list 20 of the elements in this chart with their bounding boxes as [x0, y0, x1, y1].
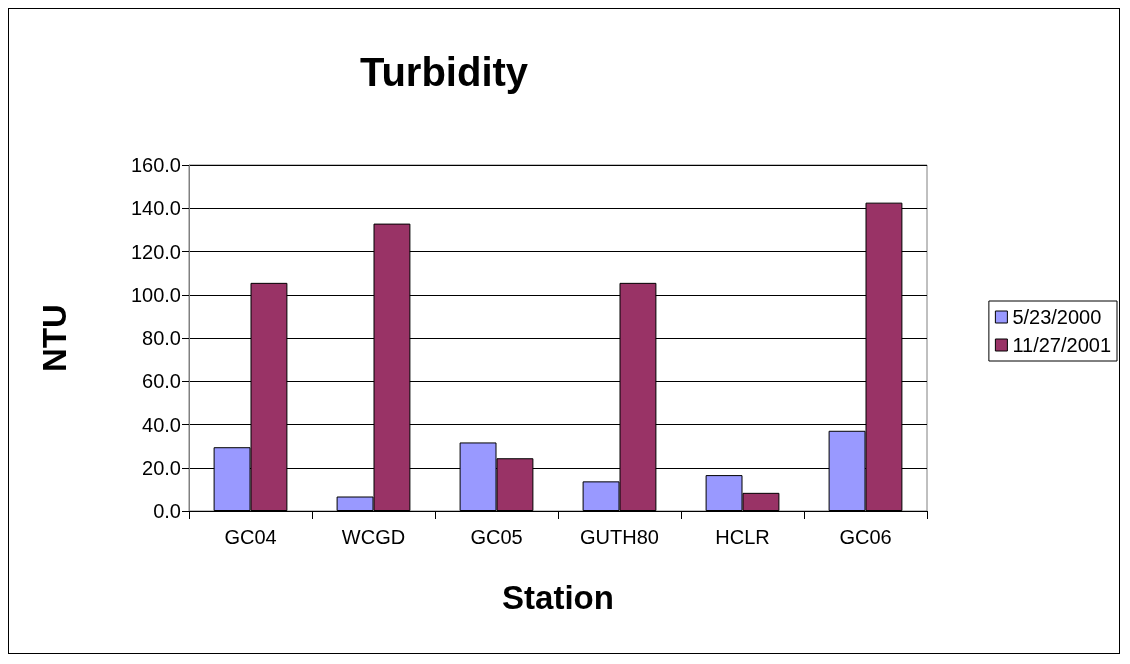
legend-label: 5/23/2000 [1012, 306, 1102, 328]
y-axis-title: NTU [36, 304, 73, 372]
y-tick-label: 60.0 [142, 370, 181, 393]
x-tick-label: HCLR [715, 526, 770, 548]
legend-label: 11/27/2001 [1012, 334, 1112, 356]
y-tick-label: 160.0 [130, 154, 181, 176]
y-tick-label: 140.0 [130, 197, 181, 220]
y-tick-label: 80.0 [142, 327, 181, 349]
x-tick-label: GC06 [839, 526, 892, 548]
x-tick-label: GC05 [470, 526, 523, 548]
x-axis-title: Station [502, 579, 614, 616]
y-tick-label: 40.0 [142, 413, 181, 436]
y-tick-label: 120.0 [130, 240, 181, 263]
y-tick-label: 100.0 [130, 283, 181, 306]
x-tick-label: GUTH80 [580, 526, 659, 548]
y-tick-label: 20.0 [142, 456, 181, 479]
chart-title: Turbidity [359, 50, 529, 94]
x-tick-label: GC04 [224, 526, 277, 548]
x-tick-label: WCGD [341, 526, 406, 548]
y-tick-label: 0.0 [153, 500, 181, 522]
